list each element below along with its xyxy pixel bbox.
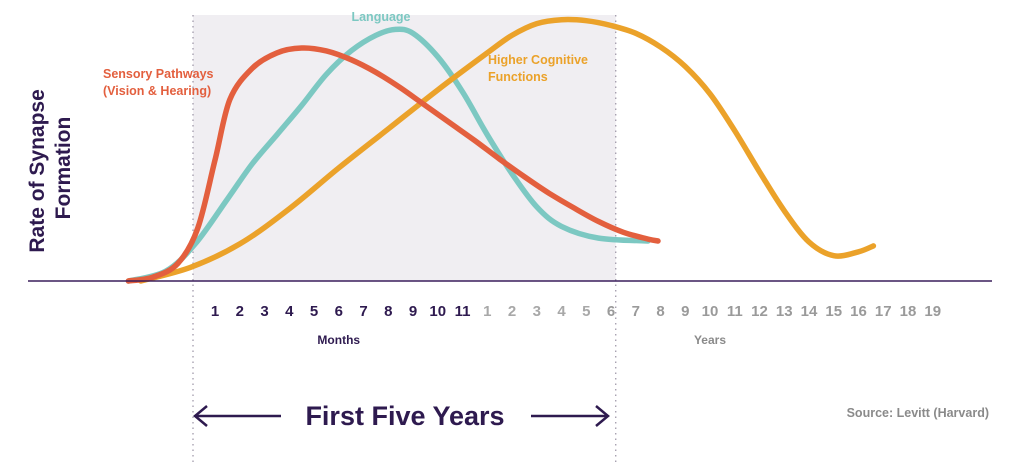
month-tick: 9 — [409, 303, 417, 320]
x-tick-labels: 1 2 3 4 5 6 7 8 9 10 11 1 2 3 4 5 6 7 8 9 10 11 12 13 14 15 16 17 18… — [211, 303, 941, 320]
month-tick: 6 — [335, 303, 343, 320]
year-tick: 18 — [900, 303, 917, 320]
year-tick: 4 — [557, 303, 566, 320]
years-axis-label: Years — [694, 333, 726, 347]
year-tick: 10 — [702, 303, 719, 320]
year-tick: 17 — [875, 303, 892, 320]
year-tick: 11 — [727, 303, 743, 320]
month-tick: 10 — [429, 303, 446, 320]
month-tick: 5 — [310, 303, 318, 320]
y-axis-label-line-2: Formation — [52, 117, 75, 220]
higher-cognitive-label: Higher Cognitive Functions — [488, 53, 592, 84]
month-tick: 8 — [384, 303, 392, 320]
arrow-left-head — [193, 405, 208, 427]
sensory-pathways-line — [125, 45, 661, 284]
year-tick: 6 — [607, 303, 615, 320]
year-tick: 13 — [776, 303, 793, 320]
sensory-pathways-label: Sensory Pathways (Vision & Hearing) — [103, 67, 217, 98]
year-tick: 16 — [850, 303, 867, 320]
year-tick: 1 — [483, 303, 491, 320]
language-line — [125, 26, 651, 284]
month-tick: 7 — [359, 303, 367, 320]
year-tick: 19 — [924, 303, 941, 320]
first-five-years-arrow: First Five Years — [193, 401, 610, 431]
higher-cognitive-line — [138, 16, 877, 284]
language-label: Language — [351, 10, 410, 24]
year-tick: 5 — [582, 303, 590, 320]
month-tick: 1 — [211, 303, 219, 320]
series-layer — [125, 16, 877, 284]
year-tick: 7 — [632, 303, 640, 320]
month-tick: 2 — [236, 303, 244, 320]
year-tick: 9 — [681, 303, 689, 320]
year-tick: 2 — [508, 303, 516, 320]
month-tick: 11 — [455, 303, 471, 320]
month-tick: 4 — [285, 303, 294, 320]
source-note: Source: Levitt (Harvard) — [847, 406, 989, 420]
y-axis-label: Rate of Synapse Formation — [26, 83, 75, 252]
months-axis-label: Months — [317, 333, 360, 347]
first-five-years-label: First Five Years — [305, 401, 504, 431]
arrow-right-head — [595, 405, 610, 427]
y-axis-label-line-1: Rate of Synapse — [26, 89, 49, 252]
year-tick: 3 — [533, 303, 541, 320]
year-tick: 15 — [825, 303, 842, 320]
year-tick: 12 — [751, 303, 768, 320]
year-tick: 8 — [656, 303, 664, 320]
month-tick: 3 — [260, 303, 268, 320]
year-tick: 14 — [801, 303, 818, 320]
